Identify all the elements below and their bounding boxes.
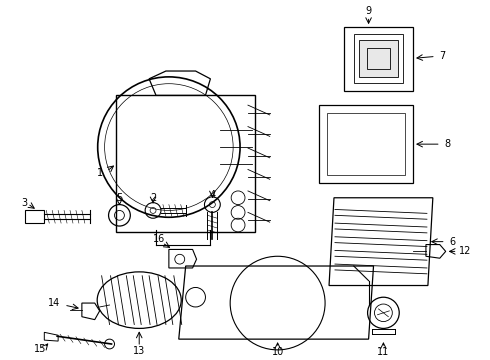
Text: 2: 2 bbox=[150, 193, 156, 203]
Text: 8: 8 bbox=[444, 139, 451, 149]
Text: 1: 1 bbox=[97, 168, 103, 179]
Text: 10: 10 bbox=[271, 347, 284, 357]
Text: 6: 6 bbox=[449, 237, 456, 247]
Text: 9: 9 bbox=[366, 5, 371, 15]
Text: 5: 5 bbox=[116, 193, 122, 203]
Text: 11: 11 bbox=[377, 347, 390, 357]
Text: 16: 16 bbox=[153, 234, 165, 244]
Polygon shape bbox=[359, 40, 398, 77]
Text: 7: 7 bbox=[440, 51, 446, 62]
Text: 13: 13 bbox=[133, 346, 146, 356]
Text: 3: 3 bbox=[22, 198, 27, 208]
Text: 15: 15 bbox=[34, 344, 47, 354]
Text: 4: 4 bbox=[209, 190, 216, 200]
Text: 12: 12 bbox=[459, 246, 472, 256]
Text: 14: 14 bbox=[48, 298, 60, 308]
